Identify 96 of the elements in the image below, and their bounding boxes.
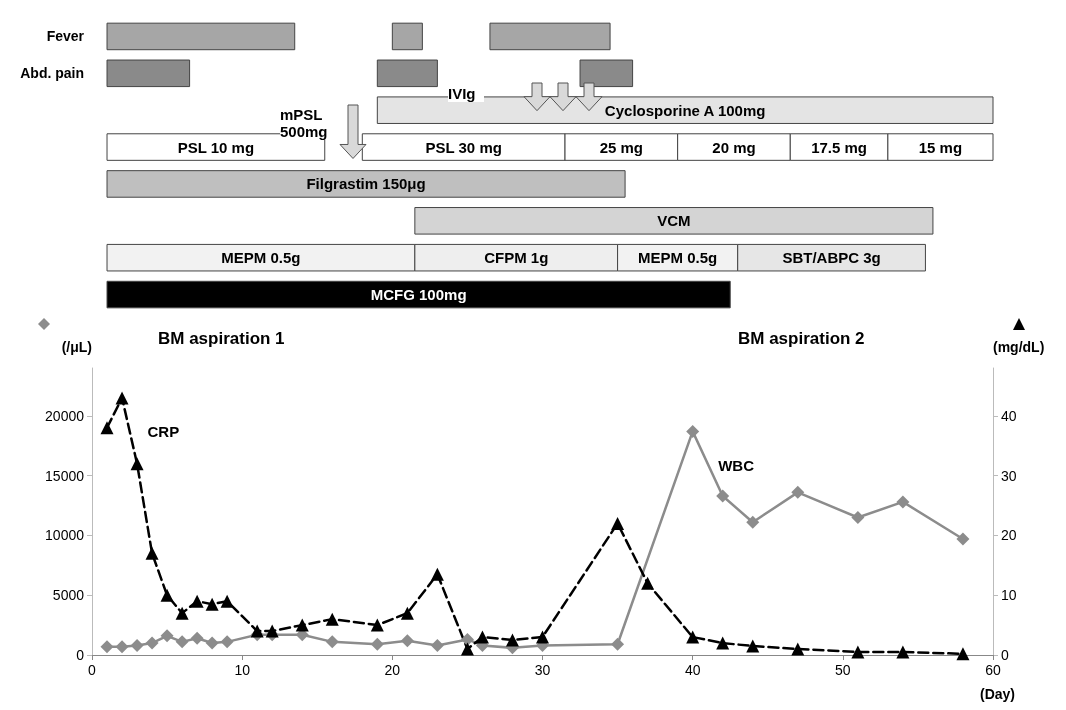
point	[536, 630, 549, 644]
point	[475, 630, 489, 644]
text: BM aspiration 2	[738, 329, 865, 348]
point	[746, 639, 760, 653]
point	[115, 391, 129, 405]
point	[430, 638, 444, 652]
point	[145, 636, 159, 650]
point	[190, 631, 204, 645]
point	[956, 647, 970, 661]
y2-tick-label: 10	[1001, 587, 1017, 604]
y2-tick-label: 0	[1001, 647, 1009, 663]
point	[100, 421, 114, 435]
point	[460, 642, 474, 656]
series-label: PSL 10 mg	[177, 138, 255, 156]
point	[716, 489, 730, 503]
y2-axis-title: (mg/dL)	[993, 339, 1045, 355]
point	[175, 635, 189, 649]
annotation: IVIg	[448, 85, 484, 103]
point	[370, 618, 384, 632]
y-tick-label: 5000	[52, 587, 85, 604]
point	[956, 532, 970, 546]
point	[716, 636, 730, 650]
point	[220, 635, 234, 649]
y2-tick-label: 30	[1001, 467, 1017, 484]
series-label: VCM	[657, 212, 691, 230]
bar	[106, 170, 626, 198]
series-label: MCFG 100mg	[370, 286, 467, 304]
series-label: CFPM 1g	[484, 249, 549, 267]
y-tick-label: Abd. pain	[20, 65, 84, 82]
point	[370, 637, 384, 651]
point	[400, 606, 414, 620]
point	[115, 640, 129, 654]
point	[130, 457, 144, 471]
x-tick-label: 10	[234, 662, 251, 678]
x-tick-label: 0	[88, 662, 97, 678]
x-axis-title: (Day)	[979, 686, 1016, 702]
series-label: MEPM 0.5g	[638, 249, 718, 267]
point	[220, 594, 234, 608]
point	[851, 645, 865, 659]
point	[791, 485, 805, 499]
point	[175, 606, 189, 620]
x-tick-label: 20	[384, 662, 401, 678]
point	[295, 618, 309, 632]
y-tick-label: 0	[76, 647, 85, 663]
point	[325, 635, 339, 649]
point	[205, 597, 219, 611]
series-label: 15 mg	[918, 138, 963, 156]
y-tick-label: Fever	[46, 28, 85, 45]
point	[686, 424, 700, 438]
point	[205, 636, 219, 650]
y-tick-label: 20000	[45, 407, 85, 424]
point	[400, 634, 414, 648]
point	[325, 612, 339, 626]
point	[896, 645, 910, 659]
point	[130, 638, 144, 652]
series-label: MEPM 0.5g	[221, 249, 301, 267]
point	[791, 642, 805, 656]
series-label: Cyclosporine A 100mg	[604, 101, 766, 119]
y2-tick-label: 40	[1001, 407, 1017, 424]
x-tick-label: 60	[985, 662, 1001, 678]
point	[100, 640, 114, 654]
y-tick-label: 15000	[45, 467, 85, 484]
point	[896, 495, 910, 509]
point	[190, 594, 204, 608]
point	[460, 632, 474, 646]
point	[746, 515, 760, 529]
bar	[106, 280, 731, 309]
point	[145, 546, 159, 560]
x-tick-label: 50	[835, 662, 851, 678]
text: BM aspiration 1	[158, 329, 285, 348]
series-label: WBC	[718, 456, 755, 474]
y-tick-label: 10000	[45, 527, 85, 544]
annotation: mPSL 500mg	[280, 105, 336, 140]
series-label: 17.5 mg	[811, 138, 868, 156]
series-label: 20 mg	[712, 138, 756, 156]
point	[611, 637, 625, 651]
bar	[414, 207, 934, 235]
series-label: PSL 30 mg	[425, 138, 502, 156]
point	[505, 633, 519, 647]
point	[430, 567, 444, 581]
point	[160, 588, 174, 602]
point	[265, 624, 279, 638]
x-tick-label: 30	[534, 662, 551, 678]
point	[686, 630, 700, 644]
x-tick-label: 40	[684, 662, 701, 678]
y2-tick-label: 20	[1001, 527, 1017, 544]
series-label: Filgrastim 150μg	[306, 175, 426, 193]
point	[851, 510, 865, 524]
point	[611, 516, 625, 530]
point	[250, 624, 264, 638]
series-label: CRP	[147, 423, 180, 441]
y-axis-title: (/μL)	[61, 339, 92, 355]
series-label: SBT/ABPC 3g	[782, 249, 881, 267]
point	[160, 629, 174, 643]
series-label: 25 mg	[599, 138, 644, 156]
point	[641, 576, 655, 590]
